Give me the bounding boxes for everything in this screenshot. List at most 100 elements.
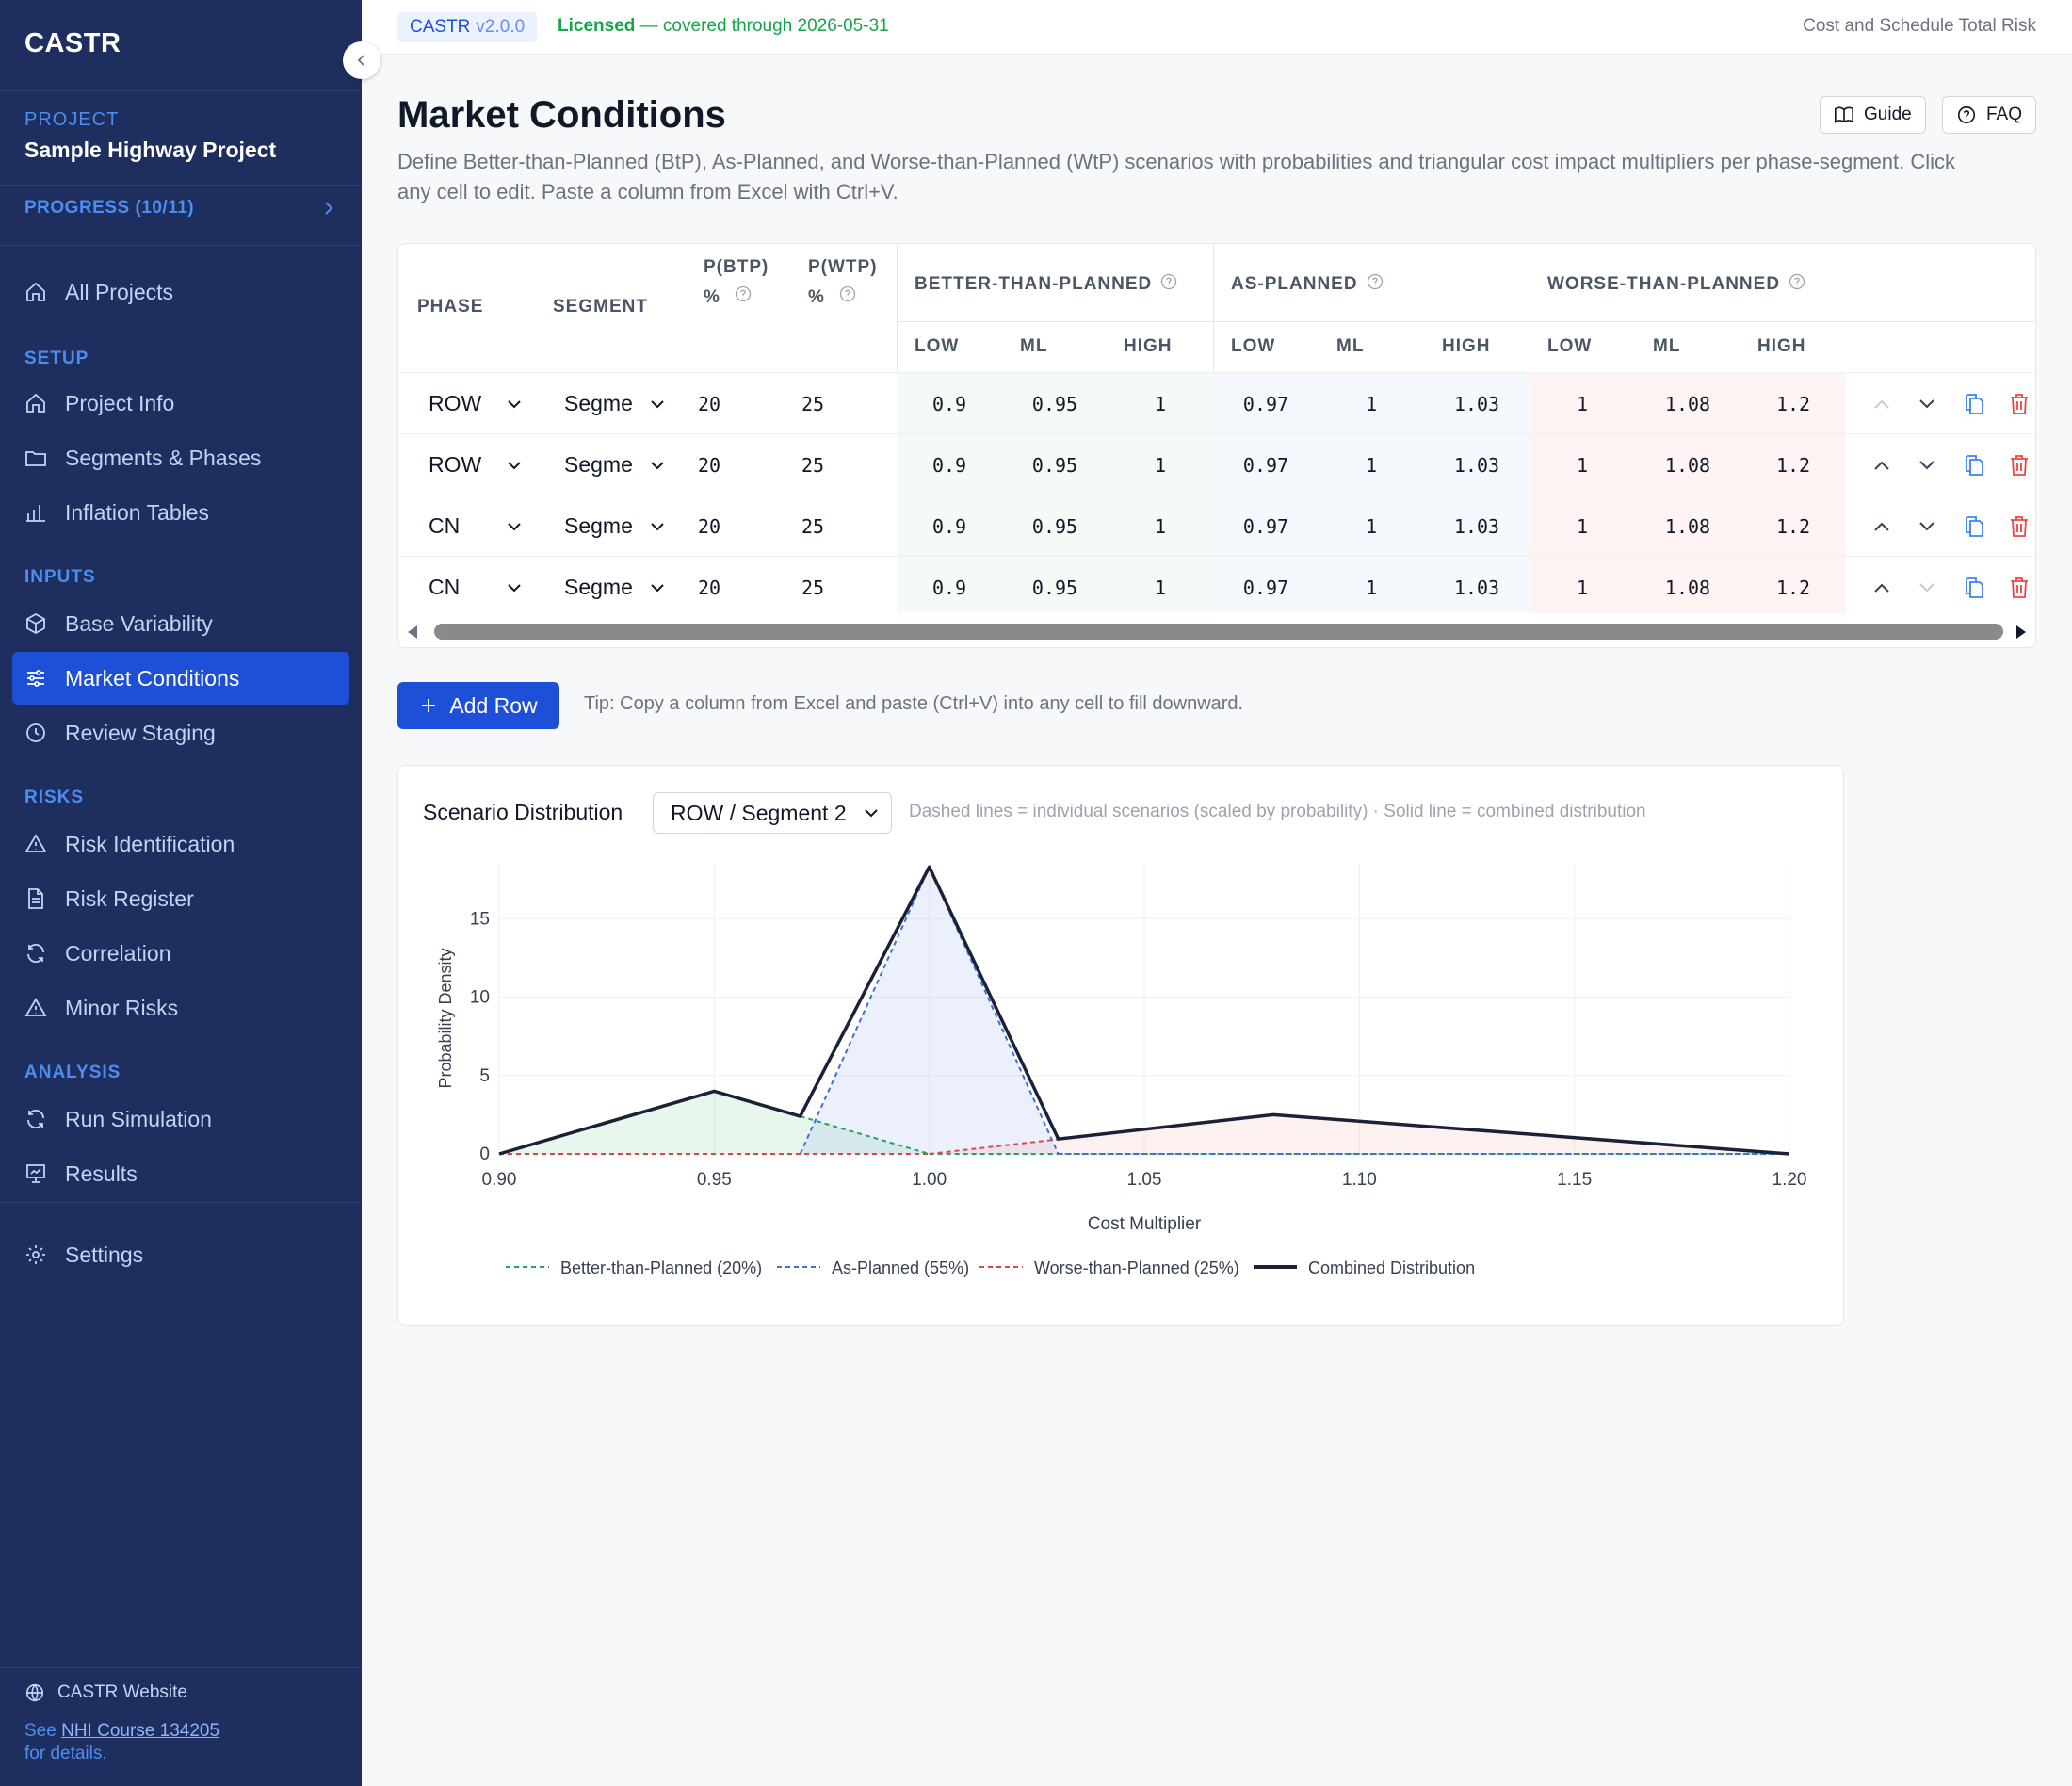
- duplicate-row-button[interactable]: [1964, 495, 1984, 557]
- duplicate-row-button[interactable]: [1964, 557, 1984, 618]
- move-up-button[interactable]: [1871, 373, 1892, 434]
- cell-btp-low[interactable]: 0.9: [931, 576, 967, 599]
- cell-wtp-high[interactable]: 1.2: [1775, 392, 1811, 415]
- cell-btp-ml[interactable]: 0.95: [1031, 576, 1078, 599]
- cell-wtp-ml[interactable]: 1.08: [1664, 576, 1711, 599]
- cell-ap-high[interactable]: 1.03: [1453, 576, 1500, 599]
- cell-ap-low[interactable]: 0.97: [1242, 514, 1289, 538]
- move-down-button[interactable]: [1917, 557, 1937, 618]
- cell-ap-ml[interactable]: 1: [1365, 453, 1378, 477]
- cell-ap-low[interactable]: 0.97: [1242, 453, 1289, 477]
- scroll-right-icon[interactable]: [2015, 625, 2028, 640]
- move-up-button[interactable]: [1871, 557, 1892, 618]
- delete-row-button[interactable]: [2009, 495, 2030, 557]
- progress-toggle[interactable]: PROGRESS (10/11): [24, 198, 335, 219]
- move-down-button[interactable]: [1917, 373, 1937, 434]
- delete-row-button[interactable]: [2009, 557, 2030, 618]
- cell-wtp-ml[interactable]: 1.08: [1664, 392, 1711, 415]
- sidebar-item-settings[interactable]: Settings: [12, 1228, 349, 1281]
- cell-btp-high[interactable]: 1: [1154, 576, 1167, 599]
- cell-btp-high[interactable]: 1: [1154, 453, 1167, 477]
- sidebar-item-review-staging[interactable]: Review Staging: [12, 706, 349, 759]
- sidebar-item-inflation-tables[interactable]: Inflation Tables: [12, 486, 349, 539]
- sidebar-item-all-projects[interactable]: All Projects: [12, 266, 349, 318]
- help-circle-icon[interactable]: [1159, 272, 1178, 291]
- help-circle-icon[interactable]: [1788, 272, 1806, 291]
- move-down-button[interactable]: [1917, 495, 1937, 557]
- cell-btp-ml[interactable]: 0.95: [1031, 514, 1078, 538]
- duplicate-row-button[interactable]: [1964, 373, 1984, 434]
- cell-wtp-low[interactable]: 1: [1576, 514, 1589, 538]
- sidebar-item-risk-register[interactable]: Risk Register: [12, 872, 349, 925]
- cell-pwtp[interactable]: 25: [801, 514, 825, 538]
- cell-btp-high[interactable]: 1: [1154, 392, 1167, 415]
- sidebar-item-segments-phases[interactable]: Segments & Phases: [12, 431, 349, 484]
- cell-btp-low[interactable]: 0.9: [931, 453, 967, 477]
- move-up-button[interactable]: [1871, 495, 1892, 557]
- phase-select[interactable]: ROW: [429, 373, 523, 434]
- cell-btp-high[interactable]: 1: [1154, 514, 1167, 538]
- cell-wtp-high[interactable]: 1.2: [1775, 576, 1811, 599]
- cell-btp-ml[interactable]: 0.95: [1031, 453, 1078, 477]
- cell-ap-ml[interactable]: 1: [1365, 576, 1378, 599]
- cell-wtp-low[interactable]: 1: [1576, 392, 1589, 415]
- phase-select[interactable]: CN: [429, 495, 523, 557]
- nhi-course-link[interactable]: NHI Course 134205: [61, 1721, 220, 1741]
- segment-select[interactable]: ROW / Segment 2: [653, 792, 892, 834]
- horizontal-scrollbar[interactable]: [398, 613, 2035, 647]
- scrollbar-thumb[interactable]: [434, 624, 2003, 640]
- cell-btp-low[interactable]: 0.9: [931, 514, 967, 538]
- cell-ap-low[interactable]: 0.97: [1242, 576, 1289, 599]
- sidebar-item-correlation[interactable]: Correlation: [12, 927, 349, 980]
- cell-ap-high[interactable]: 1.03: [1453, 453, 1500, 477]
- sidebar-item-results[interactable]: Results: [12, 1147, 349, 1200]
- cell-ap-high[interactable]: 1.03: [1453, 514, 1500, 538]
- guide-button[interactable]: Guide: [1820, 96, 1926, 134]
- cell-btp-low[interactable]: 0.9: [931, 392, 967, 415]
- scroll-left-icon[interactable]: [406, 625, 419, 640]
- cell-wtp-ml[interactable]: 1.08: [1664, 453, 1711, 477]
- segment-select[interactable]: Segme: [564, 434, 666, 495]
- sidebar-item-base-variability[interactable]: Base Variability: [12, 597, 349, 650]
- faq-button[interactable]: FAQ: [1942, 96, 2037, 134]
- cell-pbtp[interactable]: 20: [697, 453, 721, 477]
- segment-select[interactable]: Segme: [564, 557, 666, 618]
- cell-wtp-low[interactable]: 1: [1576, 453, 1589, 477]
- delete-row-button[interactable]: [2009, 434, 2030, 495]
- sidebar-item-risk-identification[interactable]: Risk Identification: [12, 818, 349, 870]
- sidebar-item-minor-risks[interactable]: Minor Risks: [12, 982, 349, 1034]
- move-down-button[interactable]: [1917, 434, 1937, 495]
- sidebar-item-run-simulation[interactable]: Run Simulation: [12, 1093, 349, 1145]
- castr-website-link[interactable]: CASTR Website: [24, 1682, 187, 1703]
- delete-row-button[interactable]: [2009, 373, 2030, 434]
- help-circle-icon[interactable]: [1366, 272, 1384, 291]
- phase-select[interactable]: CN: [429, 557, 523, 618]
- cell-ap-ml[interactable]: 1: [1365, 392, 1378, 415]
- cell-pbtp[interactable]: 20: [697, 514, 721, 538]
- cell-pbtp[interactable]: 20: [697, 392, 721, 415]
- collapse-sidebar-button[interactable]: [343, 41, 380, 79]
- sidebar-item-project-info[interactable]: Project Info: [12, 377, 349, 430]
- cell-wtp-low[interactable]: 1: [1576, 576, 1589, 599]
- cell-wtp-high[interactable]: 1.2: [1775, 453, 1811, 477]
- phase-select[interactable]: ROW: [429, 434, 523, 495]
- duplicate-row-button[interactable]: [1964, 434, 1984, 495]
- cell-ap-high[interactable]: 1.03: [1453, 392, 1500, 415]
- help-circle-icon[interactable]: [838, 284, 857, 303]
- cell-pwtp[interactable]: 25: [801, 392, 825, 415]
- move-up-button[interactable]: [1871, 434, 1892, 495]
- sidebar-item-market-conditions[interactable]: Market Conditions: [12, 652, 349, 705]
- cell-pwtp[interactable]: 25: [801, 576, 825, 599]
- help-circle-icon[interactable]: [734, 284, 753, 303]
- cell-ap-ml[interactable]: 1: [1365, 514, 1378, 538]
- segment-select[interactable]: Segme: [564, 495, 666, 557]
- cell-pbtp[interactable]: 20: [697, 576, 721, 599]
- add-row-button[interactable]: Add Row: [397, 682, 559, 729]
- sidebar-item-label: Run Simulation: [65, 1106, 212, 1131]
- cell-ap-low[interactable]: 0.97: [1242, 392, 1289, 415]
- cell-btp-ml[interactable]: 0.95: [1031, 392, 1078, 415]
- cell-wtp-ml[interactable]: 1.08: [1664, 514, 1711, 538]
- cell-wtp-high[interactable]: 1.2: [1775, 514, 1811, 538]
- cell-pwtp[interactable]: 25: [801, 453, 825, 477]
- segment-select[interactable]: Segme: [564, 373, 666, 434]
